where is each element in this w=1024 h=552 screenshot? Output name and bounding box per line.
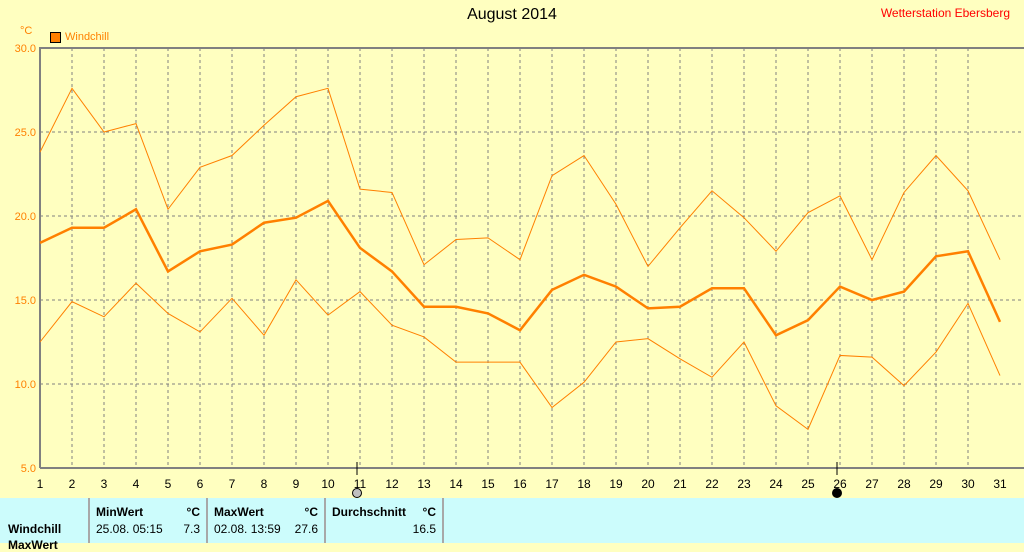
x-tick-label: 12 (385, 477, 399, 491)
x-tick-label: 31 (993, 477, 1007, 491)
x-tick-label: 24 (769, 477, 783, 491)
x-tick-label: 13 (417, 477, 431, 491)
y-tick-label: 25.0 (15, 127, 36, 139)
y-axis-unit: °C (20, 25, 33, 37)
x-tick-label: 8 (261, 477, 268, 491)
new-moon-icon (832, 488, 842, 498)
x-tick-label: 15 (481, 477, 495, 491)
x-tick-label: 7 (229, 477, 236, 491)
x-tick-label: 16 (513, 477, 527, 491)
y-tick-label: 5.0 (21, 463, 36, 475)
x-tick-label: 6 (197, 477, 204, 491)
x-tick-label: 2 (69, 477, 76, 491)
y-tick-label: 30.0 (15, 43, 36, 55)
y-tick-label: 10.0 (15, 379, 36, 391)
series-line-windchill-max (39, 87, 1001, 268)
max-value: 27.6 (294, 522, 318, 536)
series-line-windchill (39, 199, 1002, 337)
row-label-maxwert: MaxWert (8, 538, 58, 552)
x-tick-label: 22 (705, 477, 719, 491)
x-tick-label: 1 (37, 477, 44, 491)
x-tick-label: 17 (545, 477, 559, 491)
avg-unit: °C (422, 505, 436, 519)
line-chart: 1 2 3 4 5 6 7 8 9 10 11 12 13 14 15 16 17 18 19 20 21 22 23 24 2… (15, 43, 1024, 498)
x-tick-label: 27 (865, 477, 879, 491)
min-value: 7.3 (183, 522, 200, 536)
y-tick-label: 15.0 (15, 295, 36, 307)
x-tick-label: 23 (737, 477, 751, 491)
x-tick-label: 5 (165, 477, 172, 491)
min-column: MinWert °C 25.08. 05:15 7.3 (88, 498, 206, 543)
row-label-windchill: Windchill (8, 522, 62, 536)
station-name: Wetterstation Ebersberg (880, 6, 1010, 20)
avg-header: Durchschnitt (332, 505, 407, 519)
x-tick-label: 29 (929, 477, 943, 491)
x-tick-label: 21 (673, 477, 687, 491)
x-tick-label: 10 (321, 477, 335, 491)
max-header: MaxWert (214, 505, 264, 519)
x-tick-label: 11 (354, 477, 367, 491)
avg-column: Durchschnitt °C 16.5 (324, 498, 444, 543)
series-line-windchill-min (39, 278, 1001, 431)
x-tick-label: 14 (449, 477, 463, 491)
avg-value: 16.5 (412, 522, 436, 536)
x-tick-label: 4 (133, 477, 140, 491)
max-unit: °C (304, 505, 318, 519)
x-tick-label: 19 (609, 477, 623, 491)
x-tick-label: 3 (101, 477, 108, 491)
x-tick-label: 25 (801, 477, 815, 491)
stats-table: Windchill MaxWert MinWert °C 25.08. 05:1… (0, 498, 1024, 552)
y-tick-label: 20.0 (15, 211, 36, 223)
min-unit: °C (186, 505, 200, 519)
min-time: 25.08. 05:15 (96, 522, 163, 536)
min-header: MinWert (96, 505, 144, 519)
legend-label: Windchill (65, 31, 110, 43)
legend-swatch (50, 31, 61, 43)
legend: Windchill (50, 31, 109, 43)
max-column: MaxWert °C 02.08. 13:59 27.6 (206, 498, 324, 543)
axis-frame (39, 47, 1024, 468)
x-tick-label: 28 (897, 477, 911, 491)
full-moon-icon (352, 488, 362, 498)
chart-title: August 2014 (467, 6, 557, 23)
x-tick-label: 20 (641, 477, 655, 491)
x-tick-label: 9 (293, 477, 300, 491)
x-tick-label: 18 (577, 477, 591, 491)
x-tick-label: 26 (833, 477, 847, 491)
x-tick-label: 30 (961, 477, 975, 491)
max-time: 02.08. 13:59 (214, 522, 281, 536)
